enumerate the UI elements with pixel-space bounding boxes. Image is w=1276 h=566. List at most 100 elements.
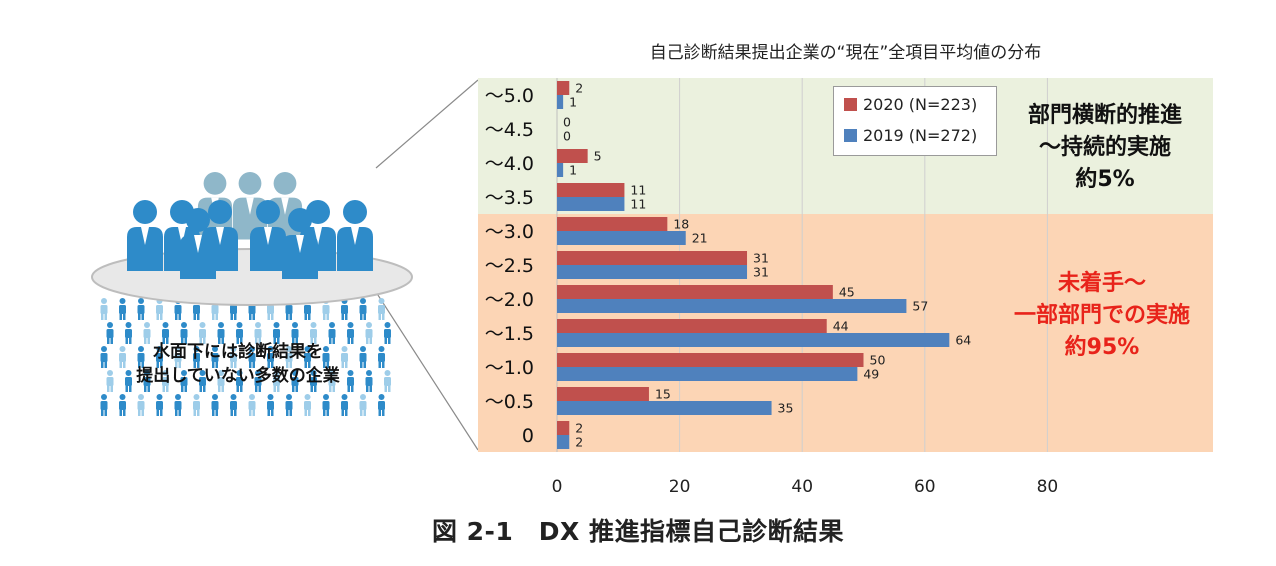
submerged-person-4-6: [211, 394, 219, 416]
submerged-person-3-4: [180, 370, 188, 392]
y-tick-label-3: ～3.5: [485, 187, 534, 209]
data-label-2020-2: 5: [594, 149, 602, 164]
person-front-0: [127, 200, 163, 271]
bar-2020-2: [557, 149, 588, 163]
submerged-person-0-0: [100, 298, 108, 320]
submerged-person-3-5: [199, 370, 206, 392]
submerged-person-4-13: [341, 394, 348, 416]
data-label-2020-7: 44: [833, 319, 849, 334]
submerged-person-4-8: [248, 394, 256, 416]
submerged-person-4-0: [100, 394, 108, 416]
submerged-person-2-0: [100, 346, 108, 368]
legend-entry-2020: 2020 (N=223): [844, 94, 977, 116]
legend-swatch-2020: [844, 98, 857, 111]
data-label-2019-1: 0: [563, 129, 571, 144]
data-label-2020-6: 45: [839, 285, 855, 300]
data-label-2019-9: 35: [778, 401, 794, 416]
data-label-2020-3: 11: [630, 183, 646, 198]
submerged-person-3-0: [106, 370, 114, 392]
chart-legend: 2020 (N=223) 2019 (N=272): [833, 86, 997, 156]
submerged-person-2-11: [304, 346, 311, 368]
submerged-person-2-15: [378, 346, 385, 368]
submerged-person-1-3: [162, 322, 169, 344]
bar-2019-2: [557, 163, 564, 177]
data-label-2019-10: 2: [575, 435, 583, 450]
y-tick-label-4: ～3.0: [485, 221, 534, 243]
y-tick-label-2: ～4.0: [485, 153, 534, 175]
bar-2020-0: [557, 81, 570, 95]
chart-title: 自己診断結果提出企業の“現在”全項目平均値の分布: [649, 43, 1042, 63]
x-tick-label-60: 60: [914, 477, 936, 497]
submerged-person-1-12: [328, 322, 336, 344]
submerged-person-0-2: [137, 298, 145, 320]
connector-line-top: [375, 79, 479, 169]
lower-region-label: 未着手～ 一部部門での実施 約95%: [1013, 271, 1190, 360]
y-tick-label-1: ～4.5: [485, 119, 534, 141]
submerged-person-4-12: [322, 394, 330, 416]
bar-2020-7: [557, 319, 827, 333]
submerged-person-2-6: [211, 346, 219, 368]
bar-2019-9: [557, 401, 772, 415]
person-front-3: [250, 200, 286, 271]
submerged-person-1-11: [310, 322, 317, 344]
submerged-person-0-14: [359, 298, 367, 320]
submerged-person-1-4: [180, 322, 188, 344]
legend-label-2019: 2019 (N=272): [863, 126, 978, 145]
submerged-person-1-15: [384, 322, 391, 344]
bar-2019-8: [557, 367, 858, 381]
submerged-person-4-10: [285, 394, 293, 416]
y-tick-label-0: ～5.0: [485, 85, 534, 107]
x-tick-label-0: 0: [552, 477, 563, 497]
submerged-person-3-8: [254, 370, 262, 392]
submerged-person-2-5: [193, 346, 200, 368]
upper-region-label: 部門横断的推進 ～持続的実施 約5%: [1027, 103, 1182, 192]
data-label-2019-4: 21: [692, 231, 708, 246]
figure-caption: 図 2-1 DX 推進指標自己診断結果: [431, 517, 845, 546]
submerged-person-3-12: [328, 370, 336, 392]
y-tick-label-8: ～1.0: [485, 357, 534, 379]
submerged-person-3-3: [162, 370, 169, 392]
bar-2019-5: [557, 265, 748, 279]
submerged-person-3-14: [365, 370, 373, 392]
data-label-2020-5: 31: [753, 251, 769, 266]
y-tick-label-5: ～2.5: [485, 255, 534, 277]
iceberg-label: 水面下には診断結果を 提出していない多数の企業: [136, 342, 340, 386]
x-tick-label-20: 20: [669, 477, 691, 497]
submerged-person-4-5: [193, 394, 200, 416]
submerged-person-2-8: [248, 346, 256, 368]
data-label-2019-0: 1: [569, 95, 577, 110]
submerged-person-2-10: [285, 346, 293, 368]
bar-2019-10: [557, 435, 570, 449]
person-mid-0: [180, 208, 216, 279]
data-label-2020-9: 15: [655, 387, 671, 402]
submerged-person-4-2: [137, 394, 145, 416]
submerged-person-2-14: [359, 346, 367, 368]
submerged-person-1-2: [143, 322, 151, 344]
bar-2020-8: [557, 353, 864, 367]
submerged-person-1-5: [199, 322, 206, 344]
submerged-person-1-0: [106, 322, 114, 344]
submerged-person-1-10: [291, 322, 299, 344]
submerged-person-3-2: [143, 370, 151, 392]
data-label-2020-1: 0: [563, 115, 571, 130]
submerged-person-4-11: [304, 394, 311, 416]
people-on-platform-group: [127, 172, 373, 279]
submerged-person-2-3: [156, 346, 163, 368]
submerged-person-1-13: [347, 322, 354, 344]
submerged-person-1-14: [365, 322, 373, 344]
bar-2020-5: [557, 251, 748, 265]
bar-2019-6: [557, 299, 907, 313]
submerged-person-3-9: [273, 370, 280, 392]
submerged-person-4-15: [378, 394, 385, 416]
bar-2019-4: [557, 231, 686, 245]
person-mid-1: [282, 208, 318, 279]
y-tick-label-10: 0: [522, 425, 534, 447]
submerged-person-2-1: [119, 346, 126, 368]
submerged-person-0-15: [378, 298, 385, 320]
y-tick-label-6: ～2.0: [485, 289, 534, 311]
person-front-5: [337, 200, 373, 271]
data-label-2019-6: 57: [912, 299, 928, 314]
submerged-person-1-9: [273, 322, 280, 344]
